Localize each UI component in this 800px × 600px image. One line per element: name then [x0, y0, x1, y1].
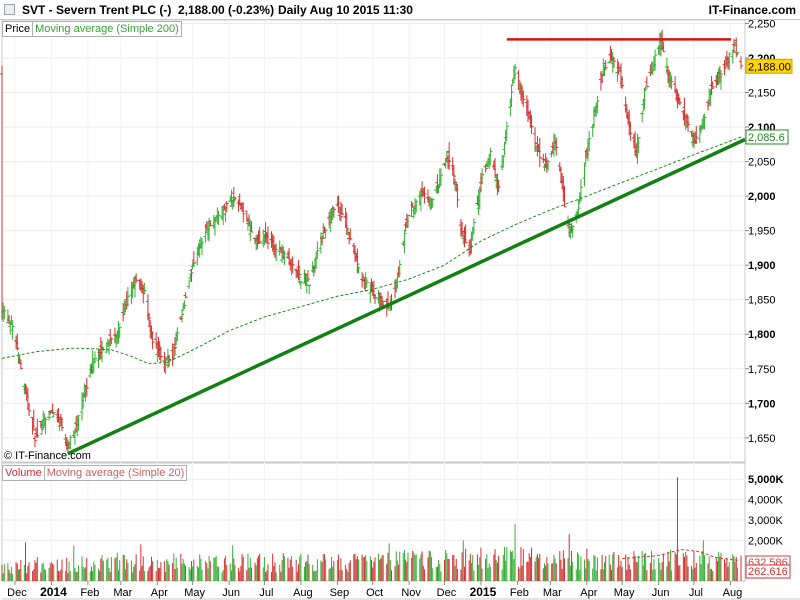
price-tick-label: 2,000 — [748, 191, 776, 203]
time-tick-label: Feb — [510, 587, 529, 599]
legend-ma20[interactable]: Moving average (Simple 20) — [46, 467, 185, 479]
time-tick-label: Sep — [330, 587, 350, 599]
price-tick-label: 2,250 — [748, 18, 776, 30]
price-tick-label: 1,950 — [748, 226, 776, 238]
watermark: © IT-Finance.com — [4, 450, 91, 462]
brand-label: IT-Finance.com — [708, 3, 796, 17]
time-tick-label: Aug — [293, 587, 313, 599]
period-timestamp: Daily Aug 10 2015 11:30 — [278, 3, 413, 17]
time-tick-label: Feb — [80, 587, 99, 599]
legend-volume[interactable]: Volume — [3, 466, 45, 480]
time-tick-label: Dec — [7, 587, 27, 599]
price-tick-label: 1,750 — [748, 364, 776, 376]
price-tick-label: 1,850 — [748, 295, 776, 307]
time-tick-label: 2014 — [40, 585, 67, 599]
time-tick-label: Jul — [259, 587, 273, 599]
time-tick-label: Nov — [401, 587, 421, 599]
last-price-change: 2,188.00 (-0.23%) — [178, 3, 275, 17]
time-tick-label: Apr — [580, 587, 597, 599]
time-tick-label: Jul — [689, 587, 703, 599]
volume-tick-label: 4,000K — [748, 495, 784, 507]
price-tick-label: 1,800 — [748, 329, 776, 341]
price-tick-label: 1,650 — [748, 433, 776, 445]
time-tick-label: Mar — [543, 587, 562, 599]
ma200-last-label: 2,085.6 — [748, 132, 785, 144]
ma200-tag — [745, 129, 789, 145]
volume-tick-label: 5,000K — [748, 474, 784, 486]
time-tick-label: Mar — [113, 587, 132, 599]
volume-last-tag — [745, 564, 791, 579]
volume-ma20-line — [622, 548, 740, 561]
volume-tick-label: 3,000K — [748, 515, 784, 527]
window-icon[interactable] — [4, 4, 15, 15]
price-tick-label: 1,700 — [748, 398, 776, 410]
time-tick-label: Apr — [151, 587, 168, 599]
chart-header: SVT - Severn Trent PLC (-) 2,188.00 (-0.… — [0, 0, 800, 20]
price-tick-label: 2,050 — [748, 157, 776, 169]
price-tick-label: 1,900 — [748, 260, 776, 272]
last-price-tag — [745, 58, 793, 74]
time-tick-label: Jun — [652, 587, 670, 599]
legend-ma200[interactable]: Moving average (Simple 200) — [35, 23, 179, 35]
volume-legend: Volume Moving average (Simple 20) — [2, 465, 188, 481]
instrument-title: SVT - Severn Trent PLC (-) — [22, 3, 172, 17]
price-panel — [1, 19, 746, 463]
support-trendline — [67, 137, 746, 456]
volume-tick-label: 2,000K — [748, 535, 784, 547]
time-tick-label: Dec — [437, 587, 457, 599]
volume-last-label: 262,616 — [748, 566, 788, 578]
time-tick-label: 2015 — [470, 585, 497, 599]
time-tick-label: Aug — [723, 587, 743, 599]
price-legend: Price Moving average (Simple 200) — [2, 21, 182, 37]
time-tick-label: Jun — [222, 587, 240, 599]
time-tick-label: Oct — [366, 587, 383, 599]
time-tick-label: May — [184, 587, 205, 599]
time-tick-label: May — [614, 587, 635, 599]
price-tick-label: 2,150 — [748, 88, 776, 100]
last-price-label: 2,188.00 — [748, 61, 791, 73]
legend-price[interactable]: Price — [3, 22, 34, 36]
ma200-line — [1, 136, 742, 365]
